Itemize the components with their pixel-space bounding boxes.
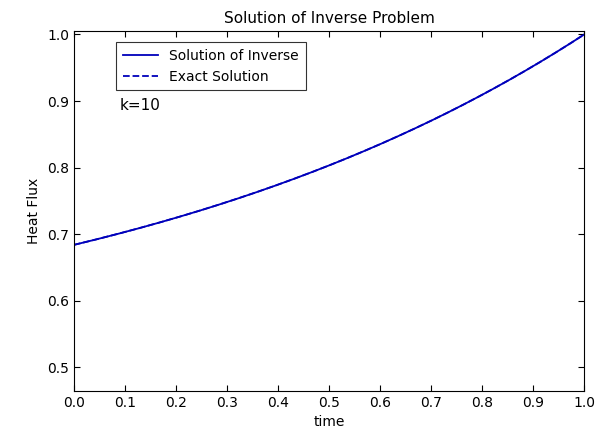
- Line: Exact Solution: Exact Solution: [74, 34, 584, 245]
- Exact Solution: [501, 80, 508, 86]
- X-axis label: time: time: [313, 415, 345, 429]
- Solution of Inverse: [70, 242, 77, 248]
- Solution of Inverse: [72, 242, 79, 247]
- Solution of Inverse: [383, 139, 390, 144]
- Solution of Inverse: [501, 80, 508, 86]
- Line: Solution of Inverse: Solution of Inverse: [74, 34, 584, 245]
- Exact Solution: [374, 143, 381, 148]
- Y-axis label: Heat Flux: Heat Flux: [28, 178, 41, 244]
- Exact Solution: [581, 32, 588, 37]
- Title: Solution of Inverse Problem: Solution of Inverse Problem: [224, 11, 434, 26]
- Exact Solution: [372, 143, 379, 149]
- Exact Solution: [72, 242, 79, 247]
- Exact Solution: [70, 242, 77, 248]
- Solution of Inverse: [581, 32, 588, 37]
- Solution of Inverse: [374, 143, 381, 148]
- Solution of Inverse: [372, 143, 379, 149]
- Exact Solution: [383, 139, 390, 144]
- Solution of Inverse: [533, 62, 540, 67]
- Text: k=10: k=10: [120, 98, 161, 113]
- Exact Solution: [533, 62, 540, 67]
- Legend: Solution of Inverse, Exact Solution: Solution of Inverse, Exact Solution: [116, 42, 306, 91]
